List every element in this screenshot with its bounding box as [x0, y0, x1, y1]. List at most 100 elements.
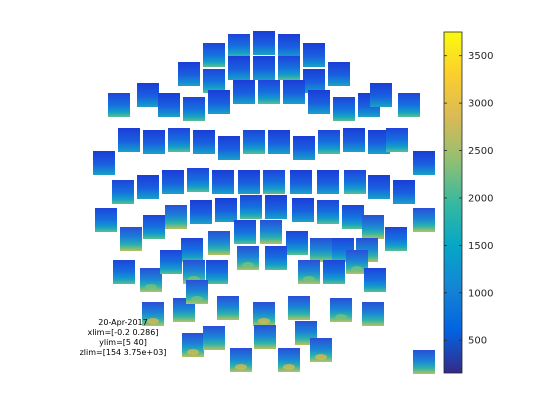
tile-hotspot — [258, 318, 270, 324]
colorbar-tick-label: 2500 — [468, 146, 493, 157]
channel-tile — [344, 170, 366, 194]
channel-tile — [113, 260, 135, 284]
channel-tile — [386, 128, 408, 152]
colorbar: 500 1000 1500 2000 2500 3000 3500 — [443, 31, 493, 374]
channel-tile — [228, 56, 250, 80]
colorbar-tick-label: 3000 — [468, 99, 493, 110]
channel-tile — [203, 326, 225, 350]
channel-tile — [181, 238, 203, 262]
channel-tile — [253, 56, 275, 80]
channel-tile — [323, 260, 345, 284]
channel-tile — [333, 97, 355, 121]
channel-tile — [278, 34, 300, 58]
channel-tile — [343, 128, 365, 152]
channel-tile — [137, 83, 159, 107]
channel-tile — [290, 170, 312, 194]
channel-tile — [328, 62, 350, 86]
channel-tile — [183, 97, 205, 121]
ylim-label: ylim=[5 40] — [99, 338, 147, 347]
channel-tile — [393, 180, 415, 204]
channel-tile — [413, 151, 435, 175]
channel-tile — [143, 130, 165, 154]
channel-tile — [217, 296, 239, 320]
channel-tile — [208, 231, 230, 255]
zlim-label: zlim=[154 3.75e+03] — [79, 348, 167, 357]
channel-tile — [278, 56, 300, 80]
tile-hotspot — [351, 266, 363, 272]
channel-tile — [385, 227, 407, 251]
channel-tile — [283, 80, 305, 104]
channel-tile — [118, 128, 140, 152]
channel-tile — [93, 151, 115, 175]
channel-tile — [260, 220, 282, 244]
channel-tile — [303, 43, 325, 67]
channel-tile — [168, 128, 190, 152]
channel-tile — [265, 195, 287, 219]
channel-tile — [364, 268, 386, 292]
channel-tile — [286, 231, 308, 255]
colorbar-tick-label: 1500 — [468, 241, 493, 252]
axis-limits-annotation: 20-Apr-2017 xlim=[-0.2 0.286] ylim=[5 40… — [58, 318, 188, 358]
colorbar-tick-label: 500 — [468, 336, 487, 347]
channel-tile — [218, 136, 240, 160]
tile-hotspot — [242, 262, 254, 268]
channel-tile — [212, 170, 234, 194]
channel-tile — [413, 208, 435, 232]
channel-tile — [143, 215, 165, 239]
channel-tile — [95, 208, 117, 232]
channel-tile — [228, 34, 250, 58]
channel-tile — [208, 90, 230, 114]
channel-tile — [318, 130, 340, 154]
channel-tile — [368, 175, 390, 199]
channel-tile — [178, 62, 200, 86]
channel-tile — [288, 296, 310, 320]
channel-tile — [165, 205, 187, 229]
channel-tile — [112, 180, 134, 204]
channel-tile — [342, 205, 364, 229]
colorbar-tick-label: 2000 — [468, 193, 493, 204]
channel-tile — [265, 246, 287, 270]
channel-tiles — [93, 31, 435, 374]
channel-tile — [413, 350, 435, 374]
channel-tile — [108, 93, 130, 117]
channel-tile — [268, 130, 290, 154]
channel-tile — [215, 198, 237, 222]
channel-tile — [243, 130, 265, 154]
channel-tile — [120, 227, 142, 251]
channel-tile — [303, 69, 325, 93]
channel-tile — [160, 250, 182, 274]
channel-tile — [292, 198, 314, 222]
channel-tile — [240, 195, 262, 219]
tile-hotspot — [147, 318, 159, 324]
tile-hotspot — [145, 284, 157, 290]
channel-tile — [362, 215, 384, 239]
channel-tile — [238, 170, 260, 194]
tile-hotspot — [315, 354, 327, 360]
xlim-label: xlim=[-0.2 0.286] — [87, 328, 159, 337]
channel-tile — [258, 80, 280, 104]
tile-hotspot — [283, 364, 295, 370]
channel-tile — [233, 80, 255, 104]
colorbar-gradient — [443, 31, 463, 374]
tile-hotspot — [187, 349, 199, 355]
channel-tile — [263, 170, 285, 194]
channel-tile — [362, 302, 384, 326]
channel-tile — [370, 83, 392, 107]
date-label: 20-Apr-2017 — [98, 318, 148, 327]
channel-tile — [234, 220, 256, 244]
channel-tile — [398, 93, 420, 117]
channel-tile — [203, 69, 225, 93]
channel-tile — [203, 43, 225, 67]
channel-tile — [317, 170, 339, 194]
channel-tile — [162, 170, 184, 194]
colorbar-tick-label: 1000 — [468, 288, 493, 299]
channel-tile — [368, 130, 390, 154]
channel-tile — [317, 200, 339, 224]
channel-tile — [193, 130, 215, 154]
channel-tile — [137, 175, 159, 199]
colorbar-ticks: 500 1000 1500 2000 2500 3000 3500 — [444, 51, 493, 347]
channel-tile — [158, 93, 180, 117]
channel-tile — [308, 90, 330, 114]
channel-tile — [190, 200, 212, 224]
